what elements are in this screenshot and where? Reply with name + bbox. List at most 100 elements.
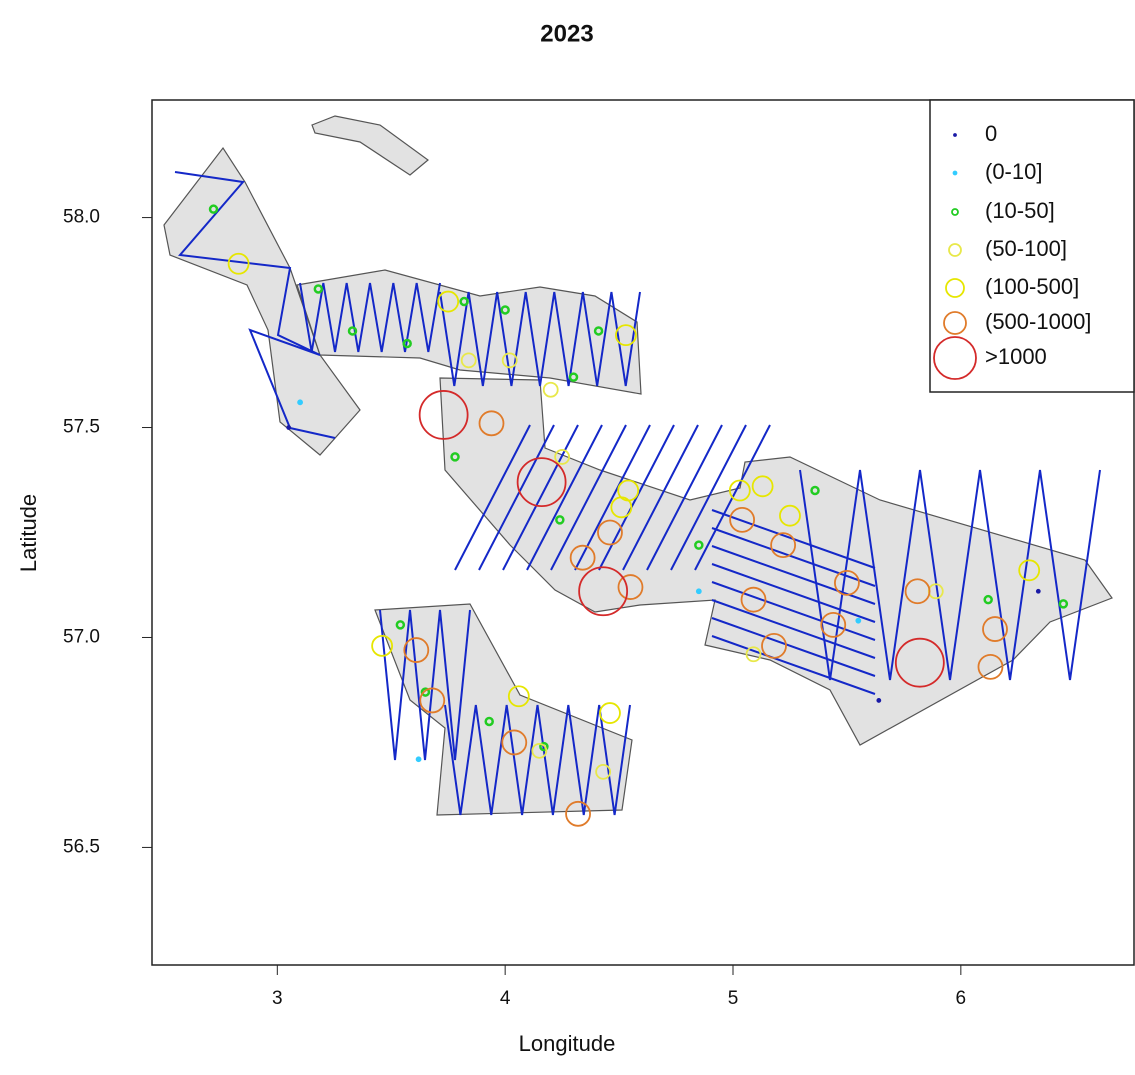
survey-point	[1058, 599, 1069, 609]
transect	[711, 617, 876, 677]
survey-point	[779, 504, 801, 527]
survey-point	[597, 519, 623, 546]
survey-point	[402, 338, 412, 349]
transect	[174, 171, 336, 439]
survey-point	[460, 352, 477, 369]
transect	[502, 424, 579, 571]
survey-point	[542, 381, 559, 398]
transect	[799, 469, 1101, 681]
survey-point	[478, 410, 505, 437]
survey-point	[1035, 588, 1041, 594]
survey-point	[531, 742, 548, 759]
x-tick-label: 3	[272, 988, 283, 1009]
survey-point	[565, 800, 591, 827]
survey-point	[437, 290, 460, 313]
area	[439, 377, 1113, 746]
survey-point	[459, 296, 469, 307]
survey-point	[418, 390, 469, 440]
island	[311, 115, 429, 176]
survey-point	[983, 594, 993, 605]
survey-point	[617, 574, 644, 600]
survey-point	[615, 324, 637, 347]
survey-point	[834, 569, 860, 596]
transects	[174, 171, 1101, 816]
legend-symbol	[943, 311, 967, 335]
survey-point	[450, 452, 460, 462]
transect	[444, 704, 631, 816]
x-tick-label: 4	[500, 988, 511, 1009]
y-tick-label: 56.5	[63, 836, 100, 857]
plot-frame	[151, 99, 1135, 966]
survey-point	[695, 588, 702, 595]
survey-point	[578, 566, 629, 617]
x-tick-label: 5	[728, 988, 739, 1009]
survey-point	[810, 485, 820, 496]
survey-point	[415, 756, 422, 763]
transect	[711, 635, 876, 695]
survey-point	[745, 646, 762, 663]
survey-point	[593, 326, 604, 336]
y-tick-label: 58.0	[63, 207, 100, 228]
survey-point	[761, 632, 787, 659]
survey-point	[728, 479, 751, 502]
survey-areas	[163, 115, 1113, 816]
legend-box	[929, 99, 1135, 393]
legend-symbol	[951, 208, 959, 216]
area	[163, 146, 361, 456]
survey-point	[876, 698, 882, 703]
survey-point	[507, 685, 530, 708]
survey-point	[403, 637, 430, 663]
survey-point	[694, 540, 704, 550]
legend-label: (100-500]	[985, 274, 1079, 299]
survey-point	[569, 544, 596, 571]
legend-label: (50-100]	[985, 236, 1067, 261]
survey-point	[610, 496, 633, 519]
survey-point	[904, 578, 931, 605]
survey-point	[208, 204, 219, 214]
legend-label: 0	[985, 121, 997, 146]
survey-point	[855, 617, 862, 624]
legend-label: (500-1000]	[985, 309, 1091, 334]
survey-point	[501, 729, 528, 756]
legend-label: (10-50]	[985, 198, 1055, 223]
transect	[439, 291, 641, 387]
transect	[670, 424, 747, 571]
survey-point	[820, 611, 847, 638]
survey-point	[420, 687, 431, 697]
survey-point	[599, 702, 621, 724]
survey-point	[740, 586, 767, 613]
transect	[711, 527, 876, 587]
legend-symbol	[948, 243, 962, 257]
x-tick-label: 6	[956, 988, 967, 1009]
survey-point	[395, 620, 406, 630]
survey-point	[347, 326, 358, 336]
survey-point	[595, 763, 612, 780]
survey-point	[516, 457, 567, 508]
survey-point	[286, 425, 292, 430]
transect	[711, 581, 876, 641]
transect	[711, 599, 876, 659]
x-axis-title: Longitude	[519, 1031, 616, 1056]
survey-point	[977, 653, 1004, 680]
survey-point	[568, 372, 579, 382]
chart-title: 2023	[540, 20, 593, 47]
legend-symbol	[953, 133, 957, 137]
survey-point	[313, 284, 324, 294]
transect	[622, 424, 699, 571]
survey-point	[419, 687, 446, 714]
transect	[550, 424, 627, 571]
survey-point	[484, 716, 494, 727]
survey-point	[1018, 559, 1041, 582]
legend-label: >1000	[985, 344, 1047, 369]
survey-point	[501, 352, 518, 369]
survey-point	[539, 741, 549, 752]
transect	[478, 424, 555, 571]
survey-point	[751, 475, 774, 498]
survey-point	[555, 515, 565, 525]
area	[374, 603, 633, 816]
legend-label: (0-10]	[985, 159, 1042, 184]
survey-point	[554, 449, 571, 465]
legend-symbol	[933, 336, 977, 380]
survey-point	[371, 634, 394, 657]
survey-point	[770, 532, 797, 558]
